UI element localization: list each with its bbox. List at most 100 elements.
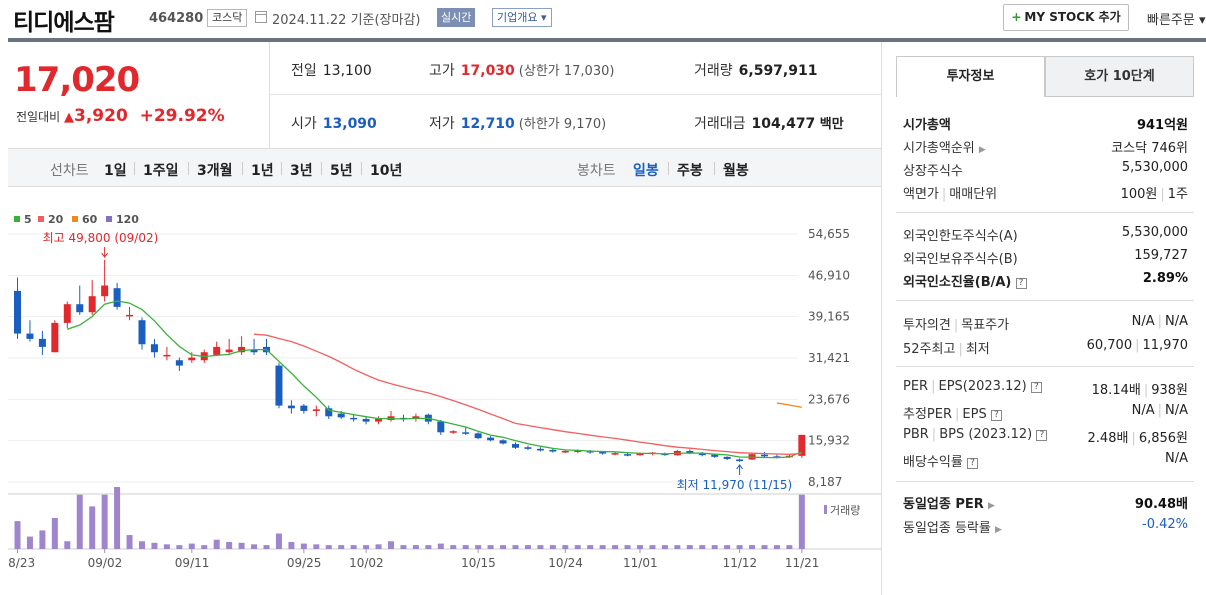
- candle-body: [138, 320, 146, 345]
- candle-body: [599, 452, 607, 454]
- volume-bar: [400, 545, 407, 549]
- info-row: 시가총액 941억원: [903, 118, 1188, 133]
- low-price: 저가 12,710 (하한가 9,170): [429, 116, 607, 132]
- info-row: 동일업종 PER ▶ 90.48배: [903, 497, 1188, 512]
- candle-daily[interactable]: 일봉: [633, 163, 659, 179]
- x-tick-label: 10/24: [548, 556, 583, 570]
- period-3m[interactable]: 3개월: [197, 163, 233, 179]
- volume-bar: [749, 545, 756, 549]
- change-pct: +29.92%: [139, 106, 225, 126]
- volume-bar: [39, 530, 46, 549]
- candle-body: [375, 418, 383, 422]
- change-label: 전일대비: [16, 110, 61, 124]
- info-row: 동일업종 등락률 ▶ -0.42%: [903, 517, 1188, 536]
- info-row: 상장주식수 5,530,000: [903, 160, 1188, 179]
- info-row: 외국인보유주식수(B) 159,727: [903, 248, 1188, 267]
- help-icon[interactable]: ?: [1036, 430, 1048, 441]
- x-tick-label: 11/12: [723, 556, 758, 570]
- volume-bar: [574, 545, 581, 549]
- help-icon[interactable]: ?: [1030, 382, 1042, 393]
- candle-body: [462, 432, 470, 434]
- candle-body: [76, 304, 84, 313]
- candle-monthly[interactable]: 월봉: [723, 163, 749, 179]
- volume-bar: [587, 545, 594, 549]
- y-tick-label: 46,910: [808, 268, 850, 282]
- volume-bar: [450, 545, 457, 549]
- volume-bar: [549, 545, 556, 549]
- candle-body: [487, 437, 495, 441]
- candle-body: [101, 285, 109, 297]
- x-tick-label: 09/25: [287, 556, 322, 570]
- max-label: 최고 49,800 (09/02): [43, 231, 159, 245]
- y-tick-label: 39,165: [808, 310, 850, 324]
- candle-body: [38, 338, 46, 347]
- info-row: 시가총액순위 ▶ 코스닥 746위: [903, 141, 1188, 156]
- help-icon[interactable]: ?: [1015, 278, 1027, 289]
- volume-bar: [798, 494, 805, 549]
- info-row: PER | EPS(2023.12) ? 18.14배 | 938원: [903, 379, 1188, 398]
- candle-body: [362, 418, 370, 422]
- volume-bar: [163, 544, 170, 549]
- x-tick-label: 10/02: [349, 556, 384, 570]
- period-1w[interactable]: 1주일: [143, 163, 179, 179]
- volume-bar: [612, 545, 619, 549]
- volume-bar: [14, 521, 21, 549]
- info-tabs: 투자정보 호가 10단계: [896, 56, 1194, 97]
- corp-overview-dropdown[interactable]: 기업개요 ▾: [492, 8, 552, 27]
- chevron-right-icon: ▶: [978, 145, 986, 155]
- period-5y[interactable]: 5년: [330, 163, 353, 179]
- quick-order-dropdown[interactable]: 빠른주문 ▾: [1147, 9, 1206, 28]
- volume-bar: [126, 535, 133, 549]
- volume-legend-swatch: [824, 505, 827, 514]
- realtime-button[interactable]: 실시간: [437, 8, 476, 27]
- line-chart-label: 선차트: [50, 163, 89, 179]
- candle-body: [536, 448, 544, 451]
- tab-invest-info[interactable]: 투자정보: [896, 56, 1045, 97]
- add-my-stock-button[interactable]: + MY STOCK 추가: [1003, 4, 1129, 31]
- period-1d[interactable]: 1일: [104, 163, 127, 179]
- volume-bar: [288, 542, 295, 549]
- volume-bar: [674, 545, 681, 549]
- info-row: 투자의견 | 목표주가 N/A | N/A: [903, 314, 1188, 333]
- candle-body: [88, 296, 96, 313]
- period-1y[interactable]: 1년: [251, 163, 274, 179]
- candle-body: [624, 454, 632, 456]
- info-row: 추정PER | EPS ? N/A | N/A: [903, 403, 1188, 422]
- stock-chart[interactable]: 54,655 46,910 39,165 31,421 23,676 15,932 8,18…: [8, 187, 881, 595]
- min-arrow-head: [736, 464, 743, 470]
- info-row: 액면가 | 매매단위 100원 | 1주: [903, 187, 1188, 202]
- candle-weekly[interactable]: 주봉: [677, 163, 703, 179]
- candle-body: [636, 453, 644, 456]
- y-tick-label: 23,676: [808, 392, 850, 406]
- volume-bar: [350, 545, 357, 549]
- x-tick-label: 11/21: [785, 556, 820, 570]
- change-value: 3,920: [74, 106, 128, 126]
- volume-bar: [26, 536, 33, 549]
- market-badge: 코스닥: [207, 9, 248, 27]
- period-3y[interactable]: 3년: [290, 163, 313, 179]
- volume: 거래량 6,597,911: [694, 63, 818, 79]
- candle-body: [188, 357, 196, 361]
- period-10y[interactable]: 10년: [370, 163, 403, 179]
- candle-body: [275, 365, 283, 406]
- volume-bar: [238, 542, 245, 549]
- candle-chart-label: 봉차트: [577, 163, 616, 179]
- quick-order-label: 빠른주문: [1147, 13, 1195, 28]
- legend-swatch: [38, 216, 44, 222]
- volume-bar: [686, 545, 693, 549]
- tab-hoga-10[interactable]: 호가 10단계: [1045, 56, 1194, 97]
- volume-bar: [51, 518, 58, 549]
- help-icon[interactable]: ?: [990, 410, 1002, 421]
- volume-bar: [139, 541, 145, 549]
- candle-body: [337, 413, 345, 418]
- volume-bar: [599, 545, 606, 549]
- volume-bar: [89, 506, 96, 549]
- corp-overview-label: 기업개요: [497, 11, 538, 24]
- help-icon[interactable]: ?: [966, 458, 978, 469]
- info-row: 배당수익률 ? N/A: [903, 451, 1188, 470]
- candle-body: [698, 453, 706, 456]
- volume-bar: [624, 545, 631, 549]
- volume-bar: [363, 545, 370, 549]
- calendar-icon: [255, 11, 267, 23]
- ma60-line: [776, 402, 802, 408]
